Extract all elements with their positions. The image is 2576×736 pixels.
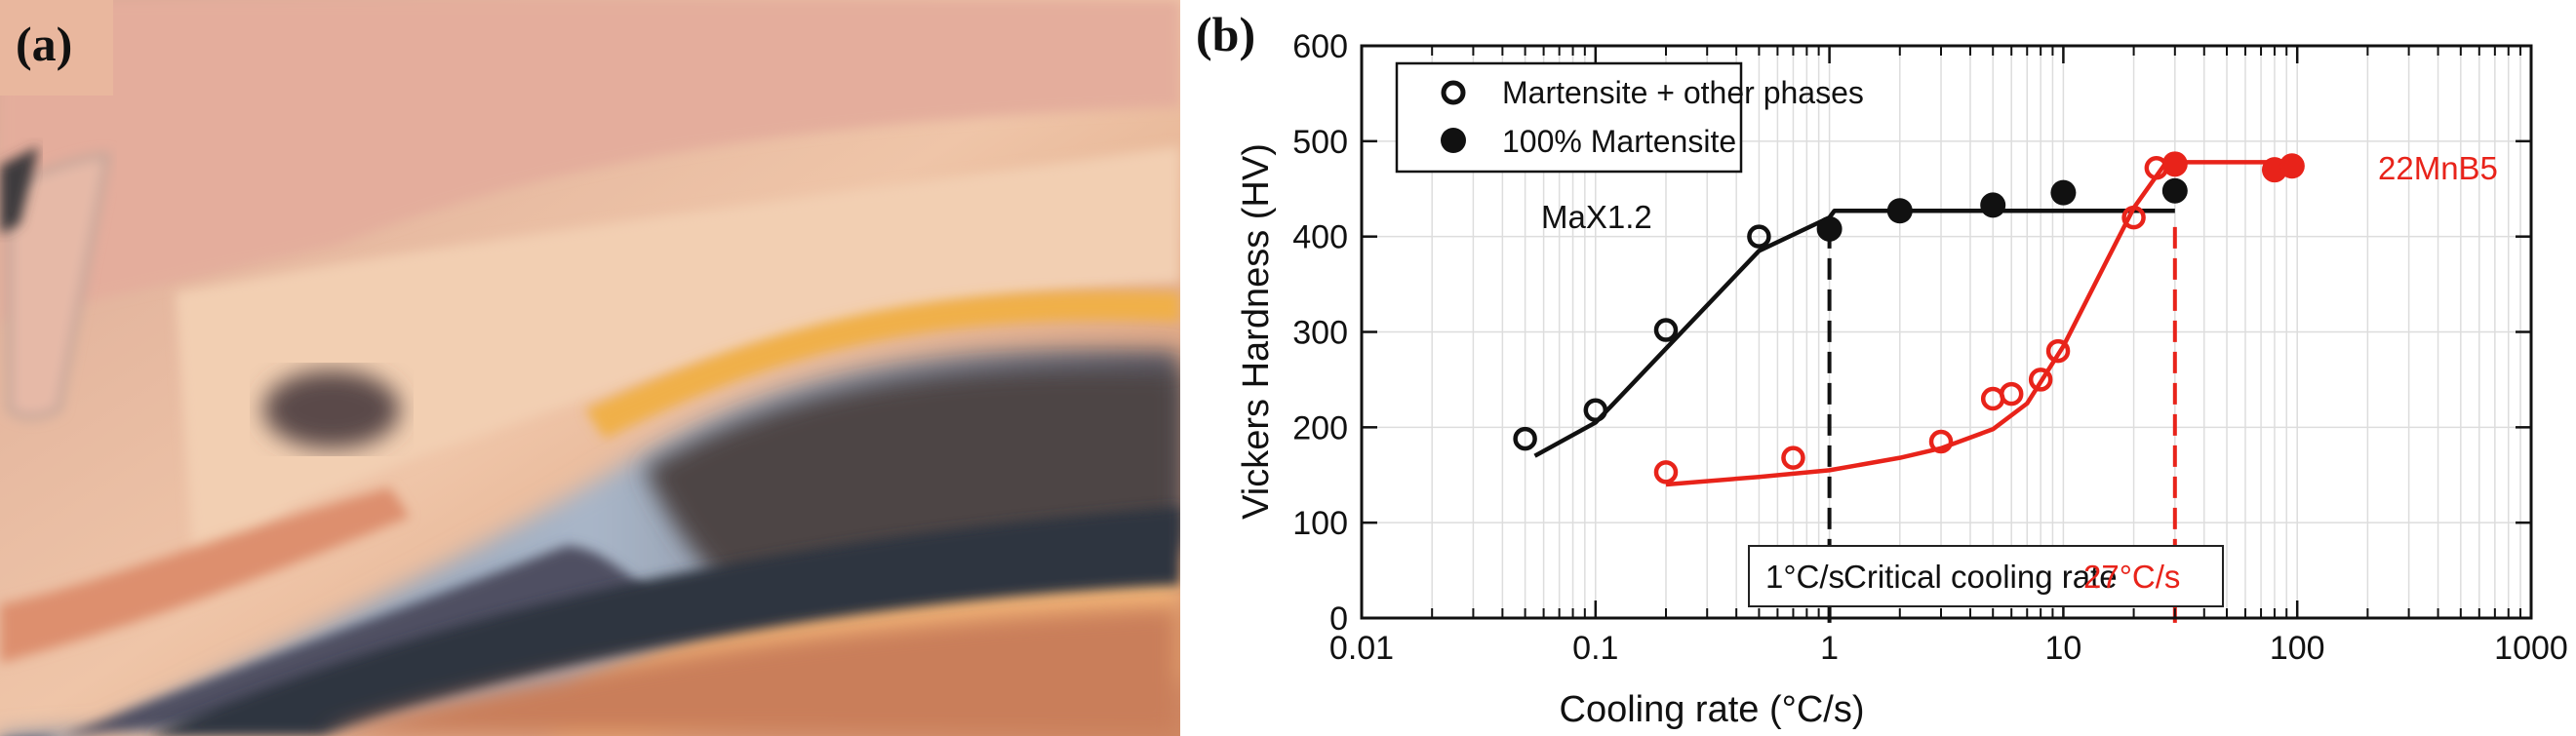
y-tick-label: 100 (1292, 505, 1348, 542)
open-point (1653, 318, 1679, 342)
series (1513, 151, 2305, 487)
panel-b-label: (b) (1196, 7, 1256, 61)
y-tick-label: 600 (1292, 28, 1348, 65)
x-tick-label: 0.01 (1329, 630, 1394, 667)
x-tick-label: 1 (1820, 630, 1839, 667)
filled-point (1886, 198, 1913, 224)
filled-point (2161, 177, 2188, 204)
filled-point (1980, 192, 2006, 218)
annotation-22mnb5: 22MnB5 (2378, 150, 2498, 186)
open-point (1583, 398, 1608, 422)
chart-panel: 0.01 0.1 1 10 100 1000 0 100 200 300 400 500 600 Mar… (1180, 0, 2576, 736)
ticks (1360, 44, 2533, 620)
fit-line-max12 (1533, 209, 2175, 458)
y-tick-label: 300 (1292, 315, 1348, 352)
x-tick-label: 10 (2044, 630, 2081, 667)
y-tick-label: 0 (1329, 600, 1348, 638)
filled-point (2050, 179, 2077, 206)
x-tick-label: 100 (2270, 630, 2325, 667)
steel-part-photo (0, 0, 1180, 736)
annotation-1cs: 1°C/s (1765, 559, 1844, 595)
annotation-critical-cooling-rate: Critical cooling rate (1843, 559, 2118, 595)
open-point (2045, 338, 2071, 364)
open-point (2121, 205, 2146, 230)
filled-point (2161, 151, 2188, 177)
legend-filled-circle-icon (1441, 128, 1466, 153)
annotation-max12: MaX1.2 (1541, 199, 1652, 235)
critical-rate-box: 1°C/s Critical cooling rate 27°C/s (1748, 545, 2224, 607)
y-tick-label: 400 (1292, 219, 1348, 256)
y-tick-label: 500 (1292, 124, 1348, 161)
y-axis-title: Vickers Hardness (HV) (1236, 143, 1277, 520)
open-point (1653, 460, 1679, 484)
open-point (1513, 426, 1537, 451)
critical-rate-box-frame (1748, 545, 2224, 607)
filled-point (1816, 215, 1843, 242)
x-tick-label: 0.1 (1572, 630, 1618, 667)
open-point (1781, 445, 1805, 470)
tick-labels: 0.01 0.1 1 10 100 1000 0 100 200 300 400 500 600 (1292, 28, 2568, 667)
filled-point (2279, 153, 2305, 179)
legend: Martensite + other phases 100% Martensit… (1395, 61, 1864, 174)
x-axis-title: Cooling rate (°C/s) (1560, 689, 1865, 730)
panel-a-label: (a) (16, 17, 73, 71)
photo-panel (0, 0, 1180, 736)
open-point (1747, 224, 1771, 249)
legend-label-open: Martensite + other phases (1502, 75, 1864, 110)
legend-label-filled: 100% Martensite (1502, 124, 1736, 159)
annotation-27cs: 27°C/s (2083, 559, 2180, 595)
open-point (2028, 368, 2053, 392)
legend-open-circle-icon (1441, 80, 1466, 105)
panel-a-label-background (0, 0, 113, 96)
hardness-chart: 0.01 0.1 1 10 100 1000 0 100 200 300 400 500 600 Mar… (1236, 28, 2568, 730)
x-tick-label: 1000 (2494, 630, 2568, 667)
open-point (1928, 429, 1954, 454)
y-tick-label: 200 (1292, 409, 1348, 446)
open-point (1999, 381, 2024, 407)
